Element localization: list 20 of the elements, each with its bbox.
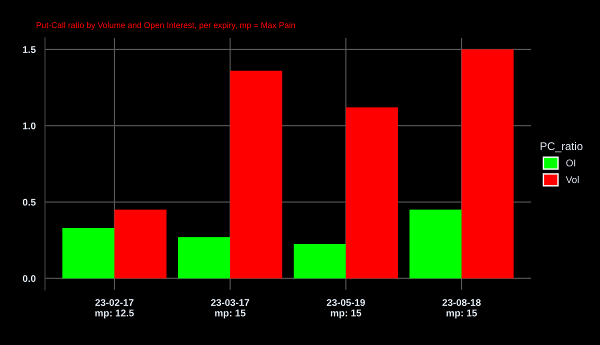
x-tick-label: 23-03-17 mp: 15	[211, 299, 250, 318]
bar	[178, 237, 230, 278]
legend-label: Vol	[566, 176, 579, 184]
legend-title: PC_ratio	[540, 142, 583, 152]
y-tick-label: 0.5	[22, 198, 36, 206]
bar	[462, 49, 514, 278]
bar	[230, 70, 282, 278]
bar	[114, 210, 166, 278]
x-tick-label: 23-02-17 mp: 12.5	[95, 299, 134, 318]
y-tick-label: 0.0	[22, 275, 36, 282]
x-tick-label: 23-08-18 mp: 15	[442, 299, 481, 318]
bar	[410, 210, 462, 278]
bar	[346, 107, 398, 278]
bar	[62, 228, 114, 278]
legend-label: OI	[566, 160, 576, 166]
x-tick-label: 23-05-19 mp: 15	[326, 299, 365, 318]
y-tick-label: 1.5	[23, 46, 36, 54]
bar	[294, 244, 346, 278]
chart-subtitle: Put-Call ratio by Volume and Open Interest, per expiry, mp = Max Pain	[36, 22, 295, 30]
y-tick-label: 1.0	[23, 122, 36, 130]
